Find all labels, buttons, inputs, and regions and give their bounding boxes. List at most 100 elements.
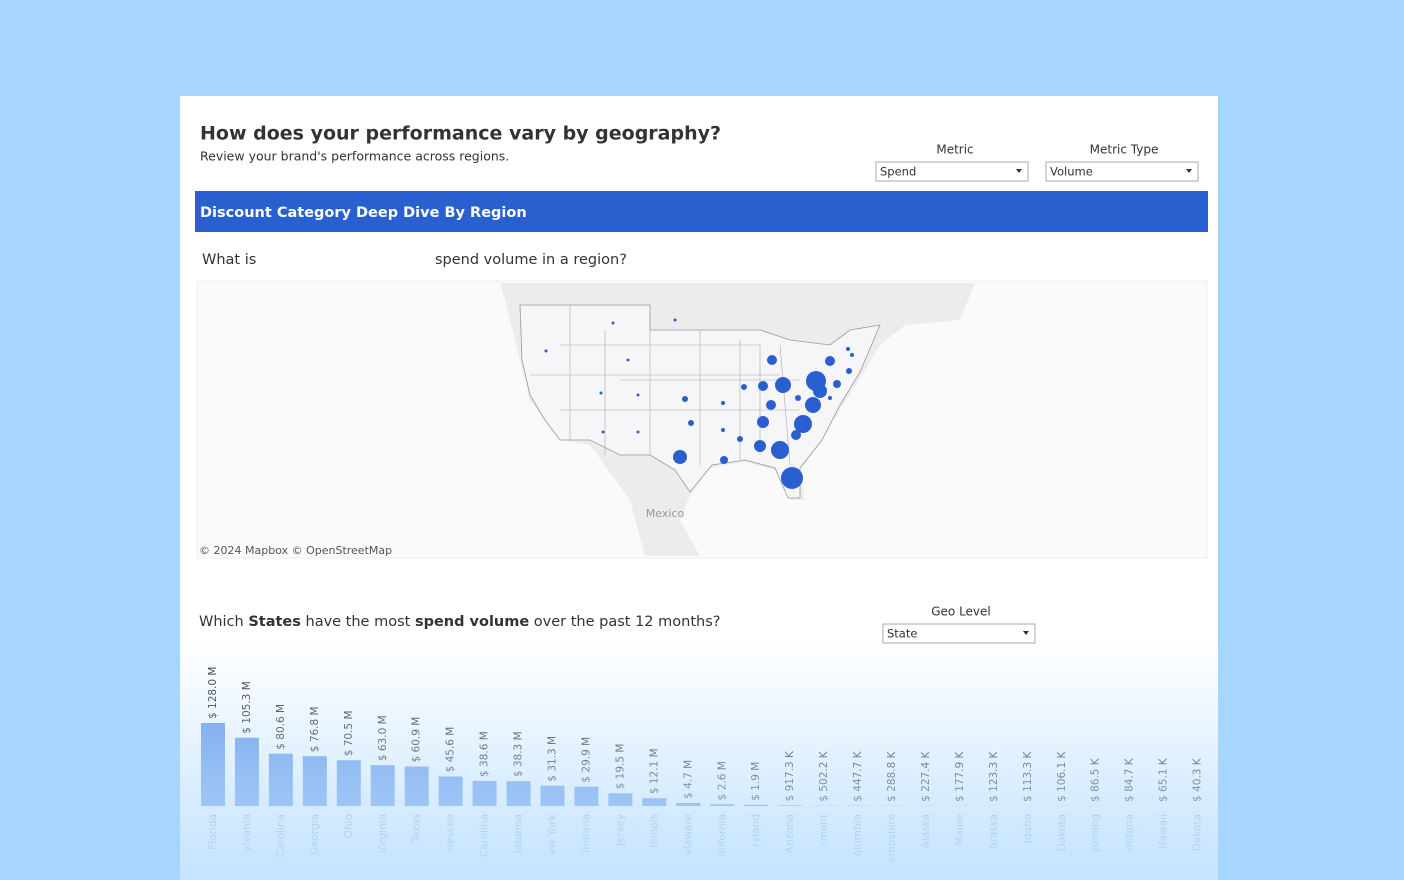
value-label: $ 2.6 M [716,761,728,800]
map-question: What is [202,252,256,268]
value-label: $ 60.9 M [411,717,423,763]
value-label: $ 38.3 M [513,731,525,777]
value-label: $ 65.1 K [1158,757,1170,802]
category-label: elaware [682,814,694,855]
value-label: $ 84.7 K [1124,757,1136,802]
value-label: $ 227.4 K [920,750,932,801]
bar [370,765,395,806]
category-label: Maine [954,814,966,846]
value-label: $ 502.2 K [818,750,830,801]
category-label: olumbia [852,814,864,856]
category-label: labama [513,814,525,853]
map-label: Mexico [646,507,685,520]
value-label: $ 128.0 M [207,667,219,719]
category-label: Virginia [377,814,389,854]
category-label: braska [988,814,1000,849]
value-label: $ 40.3 K [1192,757,1204,802]
category-label: Carolina [275,814,287,857]
value-label: $ 917.3 K [784,750,796,801]
value-label: $ 106.1 K [1056,751,1068,802]
bar [506,781,531,806]
category-label: ew York [547,813,559,854]
value-label: $ 113.3 K [1022,751,1034,802]
value-label: $ 4.7 M [682,760,694,799]
category-label: Ohio [343,814,355,838]
dropdown[interactable] [875,161,1029,182]
value-label: $ 105.3 M [241,681,253,733]
category-label: Illinois [648,814,660,847]
banner [195,191,1208,232]
bar [744,804,769,806]
bar [234,737,259,806]
bar [540,785,565,806]
bar [438,776,463,806]
dropdown-arrow [1186,169,1192,173]
bar [472,780,497,806]
bar [404,766,429,806]
bar [201,723,225,806]
bar [710,804,735,806]
map-dots [544,318,854,489]
question-part: Which [199,614,248,630]
value-label: $ 123.3 K [988,751,1000,802]
dropdown-value: State [887,627,917,641]
filter-label: Metric Type [1090,143,1159,157]
category-label: Hawaii [1158,814,1170,849]
category-label: ontana [1124,814,1136,851]
value-label: $ 19.5 M [614,744,626,790]
value-label: $ 63.0 M [377,715,389,761]
value-label: $ 288.8 K [886,750,898,801]
filter-label: Metric [936,143,973,157]
map-question: spend volume in a region? [435,252,627,268]
category-label: Dakota [1056,814,1068,851]
category-label: alifornia [716,814,728,857]
value-label: $ 1.9 M [750,762,762,801]
value-label: $ 29.9 M [580,737,592,783]
value-label: $ 80.6 M [275,704,287,750]
category-label: Dakota [1192,814,1204,851]
category-label: ylvania [241,814,253,852]
category-label: Alaska [920,814,932,848]
value-label: $ 76.8 M [309,706,321,752]
value-label: $ 38.6 M [479,731,491,777]
category-label: Georgia [309,814,321,855]
value-label: $ 31.3 M [547,736,559,782]
map-attribution: © 2024 Mapbox © OpenStreetMap [199,544,392,557]
question-part: have the most [301,614,415,630]
dropdown[interactable] [1045,161,1199,182]
value-label: $ 447.7 K [852,750,864,801]
bar [608,793,633,806]
banner-text: Discount Category Deep Dive By Region [200,205,527,221]
dropdown-value: Spend [880,165,916,179]
category-label: Jersey [614,814,626,847]
dropdown-arrow [1023,631,1029,635]
category-label: Carolina [479,814,491,857]
bar [336,760,361,806]
category-label: ryland [750,814,762,847]
value-label: $ 12.1 M [648,748,660,794]
dropdown-value: Volume [1050,165,1093,179]
value-label: $ 45.6 M [445,727,457,773]
filter-label: Geo Level [931,605,991,619]
category-label: Florida [207,814,219,850]
question-part: spend volume [415,614,529,630]
chart-question: Which States have the most spend volume … [199,614,720,630]
category-label: ampshire [886,814,898,863]
bar [302,756,327,806]
question-part: over the past 12 months? [529,614,720,630]
category-label: Texas [411,814,423,844]
bar [676,802,701,806]
question-part: States [248,614,301,630]
category-label: Idaho [1022,814,1034,843]
value-label: $ 177.9 K [954,750,966,801]
category-label: yoming [1090,814,1102,853]
category-label: nessee [445,814,457,851]
bar [268,753,293,806]
state-borders [530,305,800,466]
category-label: rmont [818,814,830,846]
bar [642,798,667,806]
value-label: $ 86.5 K [1090,757,1102,802]
value-label: $ 70.5 M [343,710,355,756]
